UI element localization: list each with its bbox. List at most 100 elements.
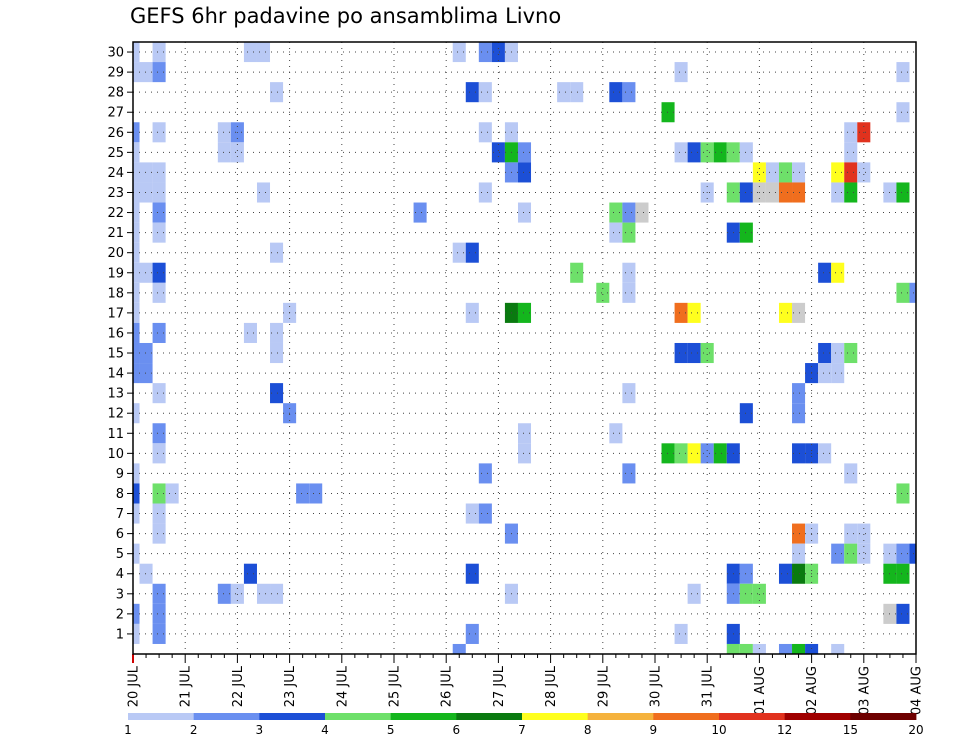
- heatmap-cell: [778, 162, 793, 183]
- x-axis: 20 JUL 21 JUL 22 JUL 23 JUL 24 JUL 25 JUL 26 J…: [127, 654, 925, 715]
- heatmap-cell: [270, 583, 284, 604]
- heatmap-cell: [133, 162, 140, 183]
- x-tick-label: 02 AUG: [805, 666, 820, 715]
- heatmap-cell: [217, 142, 231, 163]
- y-tick-label: 17: [107, 306, 124, 321]
- y-tick-label: 16: [107, 326, 124, 341]
- y-tick-label: 21: [107, 226, 124, 241]
- y-tick-label: 9: [116, 467, 124, 482]
- heatmap-cell: [478, 82, 492, 103]
- colorbar-label: 12: [777, 723, 792, 737]
- heatmap-cell: [465, 302, 479, 323]
- colorbar-swatch: [587, 713, 654, 720]
- y-tick-label: 10: [107, 447, 124, 462]
- heatmap-cell: [609, 202, 623, 223]
- heatmap-cell: [465, 503, 479, 524]
- colorbar-label: 10: [711, 723, 726, 737]
- heatmap-cell: [713, 142, 727, 163]
- heatmap-cell: [739, 563, 753, 584]
- chart-title: GEFS 6hr padavine po ansamblima Livno: [130, 4, 562, 28]
- heatmap-cell: [831, 543, 845, 564]
- heatmap-cell: [896, 282, 910, 303]
- heatmap-cell: [700, 142, 714, 163]
- heatmap-cell: [792, 383, 806, 404]
- heatmap-cell: [674, 142, 688, 163]
- x-tick-label: 21 JUL: [179, 665, 194, 707]
- heatmap-cell: [465, 623, 479, 644]
- heatmap-cell: [739, 182, 753, 203]
- heatmap-cell: [792, 162, 806, 183]
- heatmap-cell: [857, 162, 871, 183]
- y-tick-label: 1: [116, 627, 124, 642]
- heatmap-cell: [857, 543, 871, 564]
- colorbar-swatch: [653, 713, 720, 720]
- heatmap-cell: [792, 302, 806, 323]
- heatmap-cell: [152, 282, 166, 303]
- colorbar-label: 1: [124, 723, 132, 737]
- heatmap-cell: [609, 423, 623, 444]
- y-tick-label: 18: [107, 286, 124, 301]
- heatmap-cell: [765, 162, 779, 183]
- heatmap-cell: [896, 62, 910, 83]
- heatmap-cell: [792, 403, 806, 424]
- heatmap-cell: [517, 302, 532, 323]
- plot-frame: [132, 41, 917, 655]
- colorbar: 1 2 3 4 5 6 7 8 9 10 12 15 20: [124, 713, 924, 737]
- heatmap-cell: [452, 643, 466, 654]
- heatmap-cell: [133, 503, 140, 524]
- heatmap-cell: [133, 282, 140, 303]
- y-tick-label: 7: [116, 507, 124, 522]
- heatmap-cell: [133, 322, 140, 343]
- x-tick-label: 03 AUG: [857, 666, 872, 715]
- heatmap-cell: [570, 82, 584, 103]
- y-tick-label: 25: [107, 146, 124, 161]
- heatmap-cell: [739, 142, 753, 163]
- x-tick-label: 23 JUL: [283, 665, 298, 707]
- heatmap-cell: [818, 262, 832, 283]
- y-tick-label: 28: [107, 86, 124, 101]
- y-tick-label: 27: [107, 106, 124, 121]
- heatmap-cell: [217, 583, 231, 604]
- heatmap-cell: [896, 543, 910, 564]
- y-tick-label: 11: [107, 427, 124, 442]
- colorbar-swatch: [259, 713, 326, 720]
- heatmap-cell: [230, 142, 244, 163]
- colorbar-label: 3: [256, 723, 264, 737]
- heatmap-cell: [133, 62, 140, 83]
- heatmap-cell: [857, 523, 871, 544]
- heatmap-cell: [792, 443, 806, 464]
- y-tick-label: 24: [107, 166, 124, 181]
- heatmap-cell: [478, 463, 492, 484]
- heatmap-cell: [139, 162, 153, 183]
- heatmap-cell: [517, 202, 532, 223]
- y-tick-label: 14: [107, 367, 124, 382]
- colorbar-swatch: [390, 713, 457, 720]
- colorbar-swatch: [522, 713, 589, 720]
- colorbar-swatch: [719, 713, 786, 720]
- heatmap-cell: [909, 543, 916, 564]
- x-tick-label: 30 JUL: [649, 665, 664, 707]
- heatmap-cell: [152, 42, 166, 63]
- y-tick-label: 19: [107, 266, 124, 281]
- y-tick-label: 30: [107, 46, 124, 61]
- heatmap-cell: [831, 342, 845, 364]
- heatmap-cell: [152, 423, 166, 444]
- heatmap-cell: [133, 182, 140, 203]
- heatmap-cell: [478, 182, 492, 203]
- y-tick-label: 29: [107, 66, 124, 81]
- x-tick-label: 24 JUL: [335, 665, 350, 707]
- heatmap-cell: [896, 102, 910, 123]
- heatmap-cell: [609, 82, 623, 103]
- heatmap-cell: [661, 102, 675, 123]
- y-axis: 1234567891011121314151617181920212223242…: [107, 46, 133, 642]
- heatmap-cell: [152, 222, 166, 243]
- heatmap-cell: [896, 603, 910, 624]
- heatmap-cell: [700, 342, 714, 364]
- heatmap-cell: [465, 242, 479, 263]
- colorbar-swatch: [456, 713, 523, 720]
- colorbar-label: 2: [190, 723, 198, 737]
- heatmap-cell: [152, 62, 166, 83]
- heatmap-cell: [818, 443, 832, 464]
- heatmap-cell: [478, 122, 492, 143]
